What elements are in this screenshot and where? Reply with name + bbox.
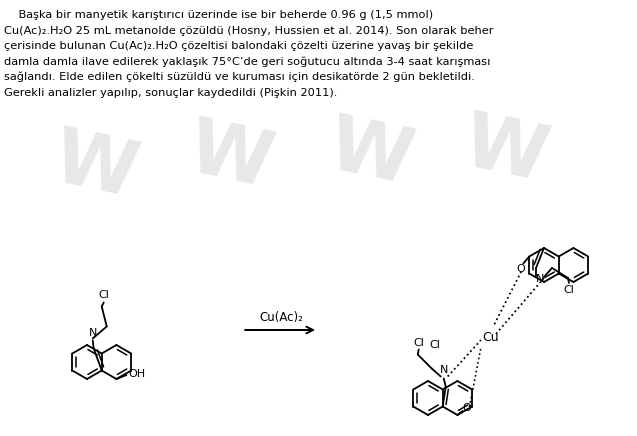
Text: Cl: Cl (564, 285, 575, 295)
Text: N: N (440, 364, 448, 375)
Text: OH: OH (129, 369, 146, 379)
Text: W: W (181, 113, 279, 203)
Text: damla damla ilave edilerek yaklaşık 75°C’de geri soğutucu altında 3-4 saat karış: damla damla ilave edilerek yaklaşık 75°C… (4, 57, 490, 67)
Text: W: W (456, 107, 554, 197)
Text: Cu(Ac)₂.H₂O 25 mL metanolde çözüldü (Hosny, Hussien et al. 2014). Son olarak beh: Cu(Ac)₂.H₂O 25 mL metanolde çözüldü (Hos… (4, 25, 494, 35)
Text: Başka bir manyetik karıştırıcı üzerinde ise bir beherde 0.96 g (1,5 mmol): Başka bir manyetik karıştırıcı üzerinde … (4, 10, 433, 20)
Text: çerisinde bulunan Cu(Ac)₂.H₂O çözeltisi balondaki çözelti üzerine yavaş bir şeki: çerisinde bulunan Cu(Ac)₂.H₂O çözeltisi … (4, 41, 473, 51)
Text: O: O (516, 263, 525, 273)
Text: W: W (321, 110, 419, 200)
Text: Cu: Cu (483, 330, 499, 344)
Text: W: W (46, 123, 144, 213)
Text: N: N (89, 327, 97, 337)
Text: Gerekli analizler yapılıp, sonuçlar kaydedildi (Pişkin 2011).: Gerekli analizler yapılıp, sonuçlar kayd… (4, 88, 338, 98)
Text: O: O (462, 403, 471, 413)
Text: Cl: Cl (413, 337, 424, 347)
Text: sağlandı. Elde edilen çökelti süzüldü ve kuruması için desikatörde 2 gün bekleti: sağlandı. Elde edilen çökelti süzüldü ve… (4, 72, 475, 82)
Text: Cu(Ac)₂: Cu(Ac)₂ (259, 310, 303, 324)
Text: Cl: Cl (429, 340, 440, 350)
Text: N: N (536, 274, 544, 284)
Text: Cl: Cl (98, 290, 109, 300)
